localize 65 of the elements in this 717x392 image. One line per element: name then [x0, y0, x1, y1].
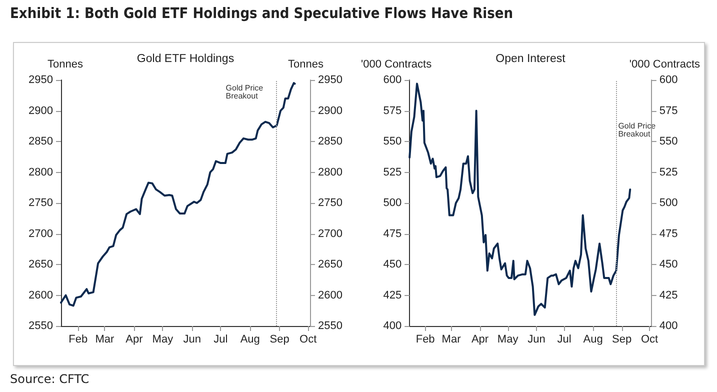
y2-tick-label: 525	[659, 166, 678, 178]
y2-tick-label: 2750	[318, 197, 342, 209]
x-tick-label: May	[152, 334, 174, 346]
y-tick-label: 475	[383, 228, 402, 240]
x-tick-label: Mar	[95, 334, 115, 346]
y2-tick-label: 2550	[318, 320, 342, 332]
y-tick-label: 2550	[28, 320, 53, 332]
y2-tick-label: 400	[659, 320, 678, 332]
y-axis-title: Tonnes	[48, 58, 84, 70]
x-tick-label: Jun	[528, 334, 546, 346]
y2-tick-label: 2650	[318, 258, 342, 270]
y-tick-label: 2950	[28, 74, 53, 86]
x-tick-label: Sep	[270, 334, 290, 346]
y-tick-label: 2900	[28, 104, 53, 117]
x-tick-label: Apr	[471, 334, 489, 346]
text: Exhibit 1: Both Gold ETF Holdings and Speculative Flows Have Risen	[10, 6, 513, 22]
chart-title: Open Interest	[496, 53, 566, 65]
y-tick-label: 500	[383, 197, 402, 209]
y2-tick-label: 2600	[318, 289, 342, 302]
x-tick-label: Apr	[126, 334, 144, 346]
x-tick-label: Feb	[416, 334, 435, 346]
x-tick-label: May	[497, 334, 519, 346]
x-tick-label: Oct	[641, 334, 658, 346]
y-tick-label: 2600	[28, 289, 53, 302]
chart-title: Gold ETF Holdings	[136, 53, 234, 65]
x-tick-label: Mar	[442, 334, 462, 346]
source-note: Source: CFTC	[10, 372, 90, 386]
y2-tick-label: 500	[659, 197, 678, 209]
y2-tick-label: 475	[659, 228, 678, 240]
y2-tick-label: 600	[659, 74, 678, 86]
y2-tick-label: 2900	[318, 104, 342, 117]
y2-tick-label: 550	[659, 136, 678, 148]
y2-tick-label: 575	[659, 104, 678, 117]
y2-axis-title: '000 Contracts	[629, 58, 700, 70]
y-tick-label: 2850	[28, 136, 53, 148]
x-tick-label: Aug	[583, 334, 603, 346]
x-tick-label: Oct	[300, 334, 317, 346]
x-tick-label: Feb	[68, 334, 88, 346]
y2-axis-title: Tonnes	[288, 58, 324, 70]
x-tick-label: Sep	[612, 334, 632, 346]
x-tick-label: Jul	[214, 334, 228, 346]
y2-tick-label: 450	[659, 258, 678, 270]
y-tick-label: 600	[383, 74, 402, 86]
y2-tick-label: 2800	[318, 166, 342, 178]
y-tick-label: 550	[383, 136, 402, 148]
x-tick-label: Aug	[240, 334, 260, 346]
x-tick-label: Jun	[183, 334, 202, 346]
ref-line-label: Gold Price Breakout	[618, 122, 658, 138]
y2-tick-label: 2850	[318, 136, 342, 148]
y2-tick-label: 2950	[318, 74, 342, 86]
y2-tick-label: 2700	[318, 228, 342, 240]
y-tick-label: 575	[383, 104, 402, 117]
ref-line-label: Gold Price Breakout	[226, 84, 266, 100]
line-series	[60, 82, 296, 307]
x-tick-label: Jul	[557, 334, 572, 346]
y-tick-label: 2800	[28, 166, 53, 178]
y-axis-title: '000 Contracts	[360, 58, 432, 70]
y-tick-label: 400	[383, 320, 402, 332]
y-tick-label: 2750	[28, 197, 53, 209]
y-tick-label: 525	[383, 166, 402, 178]
y2-tick-label: 425	[659, 289, 678, 302]
y-tick-label: 2650	[28, 258, 53, 270]
y-tick-label: 425	[383, 289, 402, 302]
y-tick-label: 450	[383, 258, 402, 270]
y-tick-label: 2700	[28, 228, 53, 240]
